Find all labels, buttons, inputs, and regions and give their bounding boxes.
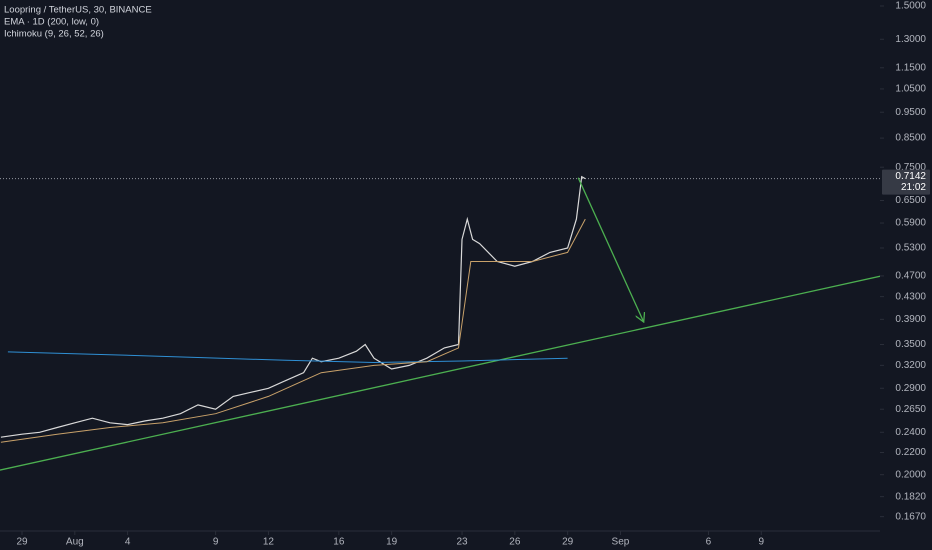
last-price-box xyxy=(882,169,930,195)
y-tick-label: 0.8500 xyxy=(895,133,926,144)
x-tick-label: 19 xyxy=(386,537,398,548)
y-tick-label: 1.5000 xyxy=(895,1,926,12)
last-time-label: 21:02 xyxy=(901,182,926,193)
y-tick-label: 0.3500 xyxy=(895,339,926,350)
plot-area xyxy=(0,175,932,471)
series-line xyxy=(7,351,568,364)
y-tick-label: 0.4700 xyxy=(895,271,926,282)
y-tick-label: 0.3200 xyxy=(895,360,926,371)
price-axis-bg xyxy=(880,0,932,537)
x-tick-label: Aug xyxy=(66,537,84,548)
x-tick-label: 12 xyxy=(263,537,275,548)
trend-line xyxy=(0,264,932,471)
x-tick-label: 4 xyxy=(125,537,131,548)
x-tick-label: 26 xyxy=(509,537,521,548)
y-tick-label: 0.1820 xyxy=(895,491,926,502)
last-price-label: 0.7142 xyxy=(895,171,926,182)
legend-entry: EMA · 1D (200, low, 0) xyxy=(4,17,99,28)
y-tick-label: 0.5900 xyxy=(895,218,926,229)
legend-entry: Loopring / TetherUS, 30, BINANCE xyxy=(4,5,152,16)
y-tick-label: 0.2000 xyxy=(895,469,926,480)
y-tick-label: 0.7500 xyxy=(895,162,926,173)
x-tick-label: 9 xyxy=(213,537,219,548)
y-tick-label: 0.2900 xyxy=(895,383,926,394)
series-line xyxy=(0,218,586,443)
x-tick-label: 29 xyxy=(562,537,574,548)
x-tick-label: 6 xyxy=(706,537,712,548)
y-tick-label: 0.4300 xyxy=(895,291,926,302)
x-tick-label: Sep xyxy=(612,537,630,548)
y-tick-label: 0.5300 xyxy=(895,243,926,254)
x-tick-label: 9 xyxy=(758,537,764,548)
arrow xyxy=(577,177,643,321)
legend-entry: Ichimoku (9, 26, 52, 26) xyxy=(4,29,104,40)
x-tick-label: 23 xyxy=(456,537,468,548)
y-tick-label: 1.1500 xyxy=(895,62,926,73)
x-tick-label: 16 xyxy=(333,537,345,548)
x-tick-label: 29 xyxy=(16,537,28,548)
y-tick-label: 0.3900 xyxy=(895,314,926,325)
y-tick-label: 1.3000 xyxy=(895,34,926,45)
y-tick-label: 0.2650 xyxy=(895,404,926,415)
series-line xyxy=(0,175,586,438)
y-tick-label: 0.6500 xyxy=(895,195,926,206)
y-tick-label: 1.0500 xyxy=(895,84,926,95)
y-tick-label: 0.2200 xyxy=(895,447,926,458)
y-tick-label: 0.1670 xyxy=(895,511,926,522)
y-tick-label: 0.9500 xyxy=(895,107,926,118)
y-tick-label: 0.2400 xyxy=(895,427,926,438)
